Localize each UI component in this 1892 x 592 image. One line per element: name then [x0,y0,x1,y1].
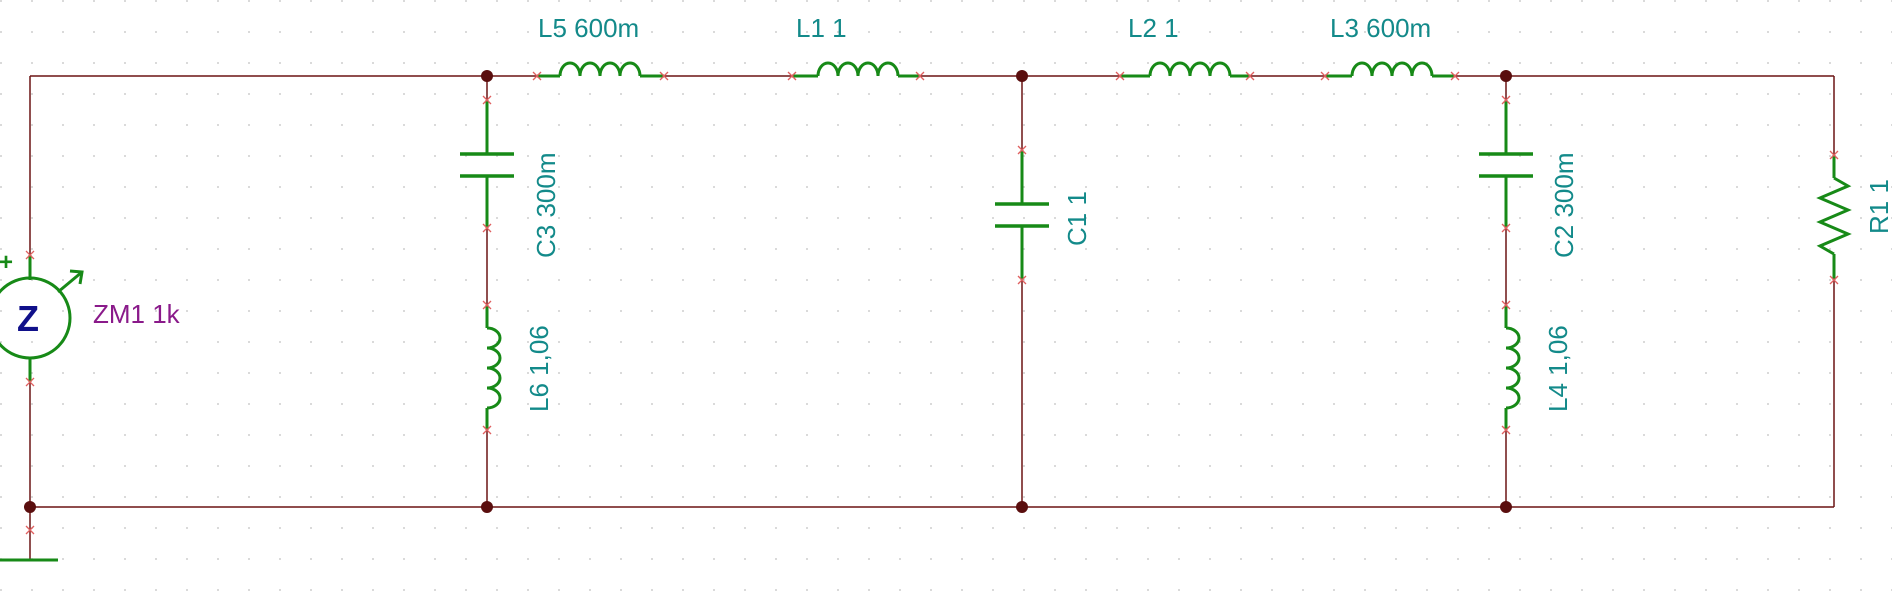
inductor-L1-label: L1 1 [796,13,847,43]
capacitor-C1-label: C1 1 [1062,191,1092,246]
inductor-L4[interactable]: L4 1,06 [1504,305,1573,430]
pin-marker [915,71,925,81]
pin-marker [1829,150,1839,160]
capacitor-C3[interactable]: C3 300m [460,100,561,258]
impedance-source-ZM1-label: ZM1 1k [93,299,181,329]
pin-marker [1829,275,1839,285]
pin-marker [659,71,669,81]
source-polarity-mark: + [0,249,13,276]
inductor-L2[interactable]: L2 1 [1120,13,1250,78]
pin-marker [1450,71,1460,81]
inductor-L5-label: L5 600m [538,13,639,43]
inductor-L3[interactable]: L3 600m [1325,13,1455,78]
pin-marker [1501,300,1511,310]
source-symbol-letter: Z [17,298,39,339]
pin-marker [787,71,797,81]
pin-marker [25,525,35,535]
junction-nodes [24,70,1512,513]
resistor-R1-label: R1 1 [1864,179,1892,234]
capacitor-C2-label: C2 300m [1549,153,1579,259]
pin-marker [25,377,35,387]
resistor-R1[interactable]: R1 1 [1816,155,1892,280]
inductor-L4-label: L4 1,06 [1543,325,1573,412]
pin-marker [1501,223,1511,233]
pin-marker [1501,425,1511,435]
pin-marker [1501,95,1511,105]
pin-marker [482,425,492,435]
capacitor-C1[interactable]: C1 1 [995,150,1092,280]
impedance-source-ZM1[interactable]: Z + ZM1 1k [0,249,181,382]
pin-marker [1115,71,1125,81]
pin-marker [482,300,492,310]
inductor-L6[interactable]: L6 1,06 [485,305,554,430]
pin-marker [1017,145,1027,155]
inductor-L6-label: L6 1,06 [524,325,554,412]
pin-marker [1245,71,1255,81]
pin-marker [1320,71,1330,81]
inductor-L1[interactable]: L1 1 [792,13,920,78]
capacitor-C2[interactable]: C2 300m [1479,100,1579,258]
pin-marker [1017,275,1027,285]
pin-marker [482,95,492,105]
inductor-L2-label: L2 1 [1128,13,1179,43]
pin-marker [25,250,35,260]
inductor-L5[interactable]: L5 600m [537,13,664,78]
wires [29,75,1835,560]
capacitor-C3-label: C3 300m [531,153,561,259]
pin-marker [532,71,542,81]
pin-markers [25,71,1839,535]
pin-marker [482,223,492,233]
inductor-L3-label: L3 600m [1330,13,1431,43]
